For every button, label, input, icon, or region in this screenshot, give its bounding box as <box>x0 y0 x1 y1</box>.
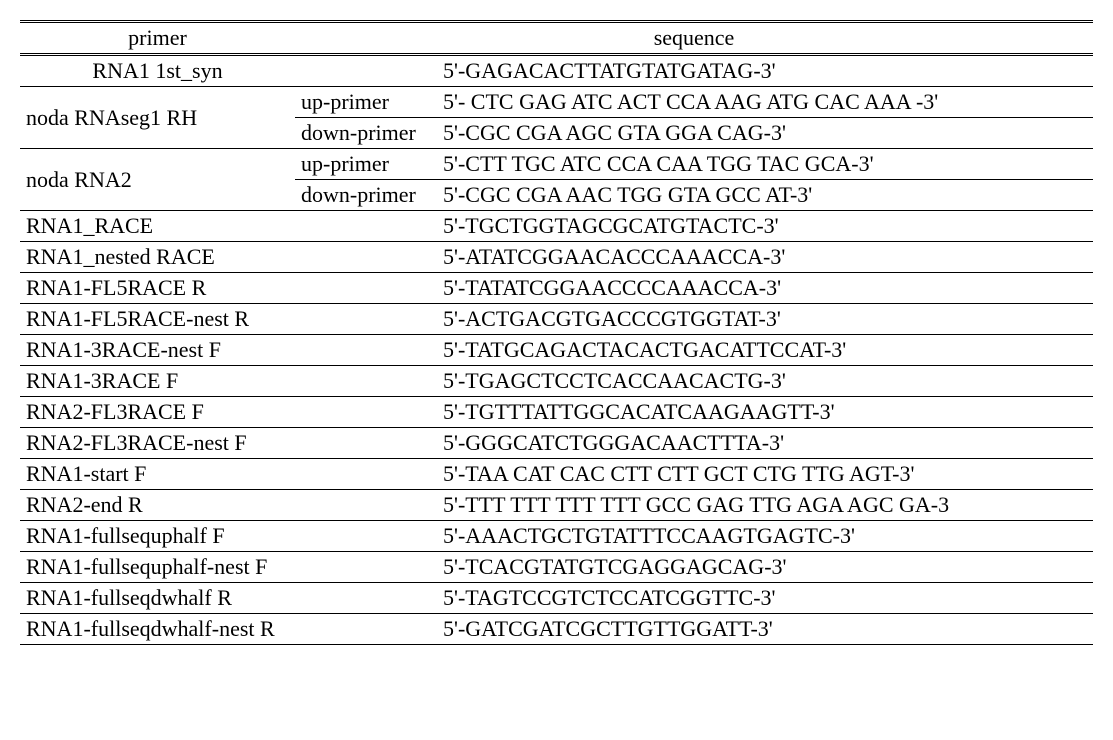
sub-cell <box>295 428 437 459</box>
sequence-cell: 5'-TAGTCCGTCTCCATCGGTTC-3' <box>437 583 1093 614</box>
sub-cell <box>295 552 437 583</box>
sequence-cell: 5'-TATATCGGAACCCCAAACCA-3' <box>437 273 1093 304</box>
sub-cell <box>295 211 437 242</box>
primer-cell: RNA1_RACE <box>20 211 295 242</box>
sub-cell <box>295 397 437 428</box>
sequence-cell: 5'-ACTGACGTGACCCGTGGTAT-3' <box>437 304 1093 335</box>
primer-cell: RNA1-3RACE F <box>20 366 295 397</box>
sequence-cell: 5'-GAGACACTTATGTATGATAG-3' <box>437 55 1093 87</box>
table-row: RNA1-3RACE-nest F 5'-TATGCAGACTACACTGACA… <box>20 335 1093 366</box>
primer-cell: RNA2-FL3RACE F <box>20 397 295 428</box>
table-row: RNA1-fullseqdwhalf R 5'-TAGTCCGTCTCCATCG… <box>20 583 1093 614</box>
primer-cell: RNA1 1st_syn <box>20 55 295 87</box>
sub-cell: down-primer <box>295 118 437 149</box>
primer-cell: RNA1-start F <box>20 459 295 490</box>
table-row: RNA1-fullseqdwhalf-nest R 5'-GATCGATCGCT… <box>20 614 1093 645</box>
sub-cell <box>295 242 437 273</box>
table-row: RNA2-FL3RACE-nest F 5'-GGGCATCTGGGACAACT… <box>20 428 1093 459</box>
table-row: RNA1_nested RACE 5'-ATATCGGAACACCCAAACCA… <box>20 242 1093 273</box>
sequence-cell: 5'-ATATCGGAACACCCAAACCA-3' <box>437 242 1093 273</box>
primer-cell: RNA1_nested RACE <box>20 242 295 273</box>
table-header-row: primer sequence <box>20 22 1093 55</box>
table-row: noda RNA2 up-primer 5'-CTT TGC ATC CCA C… <box>20 149 1093 180</box>
primer-cell: RNA1-fullseqdwhalf R <box>20 583 295 614</box>
sequence-cell: 5'-TCACGTATGTCGAGGAGCAG-3' <box>437 552 1093 583</box>
sub-cell <box>295 304 437 335</box>
primer-cell: RNA1-FL5RACE-nest R <box>20 304 295 335</box>
sequence-cell: 5'-AAACTGCTGTATTTCCAAGTGAGTC-3' <box>437 521 1093 552</box>
primer-cell: RNA2-FL3RACE-nest F <box>20 428 295 459</box>
header-sequence: sequence <box>295 22 1093 55</box>
sequence-cell: 5'-TGCTGGTAGCGCATGTACTC-3' <box>437 211 1093 242</box>
primer-cell: RNA1-fullsequphalf F <box>20 521 295 552</box>
sub-cell <box>295 273 437 304</box>
table-row: RNA2-FL3RACE F 5'-TGTTTATTGGCACATCAAGAAG… <box>20 397 1093 428</box>
table-row: RNA1 1st_syn 5'-GAGACACTTATGTATGATAG-3' <box>20 55 1093 87</box>
sub-cell: down-primer <box>295 180 437 211</box>
sequence-cell: 5'-TGTTTATTGGCACATCAAGAAGTT-3' <box>437 397 1093 428</box>
primer-cell: RNA1-fullsequphalf-nest F <box>20 552 295 583</box>
table-row: RNA1-FL5RACE R 5'-TATATCGGAACCCCAAACCA-3… <box>20 273 1093 304</box>
primer-table: primer sequence RNA1 1st_syn 5'-GAGACACT… <box>20 20 1093 645</box>
table-row: RNA2-end R 5'-TTT TTT TTT TTT GCC GAG TT… <box>20 490 1093 521</box>
primer-cell: RNA1-fullseqdwhalf-nest R <box>20 614 295 645</box>
table-row: RNA1-fullsequphalf F 5'-AAACTGCTGTATTTCC… <box>20 521 1093 552</box>
sub-cell <box>295 459 437 490</box>
sub-cell <box>295 55 437 87</box>
primer-cell: noda RNA2 <box>20 149 295 211</box>
sequence-cell: 5'-TTT TTT TTT TTT GCC GAG TTG AGA AGC G… <box>437 490 1093 521</box>
table-row: RNA1-FL5RACE-nest R 5'-ACTGACGTGACCCGTGG… <box>20 304 1093 335</box>
sequence-cell: 5'-CGC CGA AGC GTA GGA CAG-3' <box>437 118 1093 149</box>
sub-cell <box>295 583 437 614</box>
sub-cell <box>295 490 437 521</box>
table-row: RNA1_RACE 5'-TGCTGGTAGCGCATGTACTC-3' <box>20 211 1093 242</box>
sub-cell <box>295 521 437 552</box>
sequence-cell: 5'-TATGCAGACTACACTGACATTCCAT-3' <box>437 335 1093 366</box>
sequence-cell: 5'-CGC CGA AAC TGG GTA GCC AT-3' <box>437 180 1093 211</box>
sequence-cell: 5'-CTT TGC ATC CCA CAA TGG TAC GCA-3' <box>437 149 1093 180</box>
sequence-cell: 5'-GATCGATCGCTTGTTGGATT-3' <box>437 614 1093 645</box>
table-row: RNA1-start F 5'-TAA CAT CAC CTT CTT GCT … <box>20 459 1093 490</box>
sequence-cell: 5'- CTC GAG ATC ACT CCA AAG ATG CAC AAA … <box>437 87 1093 118</box>
table-row: RNA1-3RACE F 5'-TGAGCTCCTCACCAACACTG-3' <box>20 366 1093 397</box>
primer-cell: RNA1-3RACE-nest F <box>20 335 295 366</box>
sub-cell <box>295 335 437 366</box>
table-row: noda RNAseg1 RH up-primer 5'- CTC GAG AT… <box>20 87 1093 118</box>
primer-cell: noda RNAseg1 RH <box>20 87 295 149</box>
sub-cell <box>295 614 437 645</box>
sub-cell: up-primer <box>295 149 437 180</box>
primer-cell: RNA1-FL5RACE R <box>20 273 295 304</box>
sequence-cell: 5'-GGGCATCTGGGACAACTTTA-3' <box>437 428 1093 459</box>
header-primer: primer <box>20 22 295 55</box>
sequence-cell: 5'-TAA CAT CAC CTT CTT GCT CTG TTG AGT-3… <box>437 459 1093 490</box>
sub-cell: up-primer <box>295 87 437 118</box>
primer-cell: RNA2-end R <box>20 490 295 521</box>
table-row: RNA1-fullsequphalf-nest F 5'-TCACGTATGTC… <box>20 552 1093 583</box>
sequence-cell: 5'-TGAGCTCCTCACCAACACTG-3' <box>437 366 1093 397</box>
sub-cell <box>295 366 437 397</box>
